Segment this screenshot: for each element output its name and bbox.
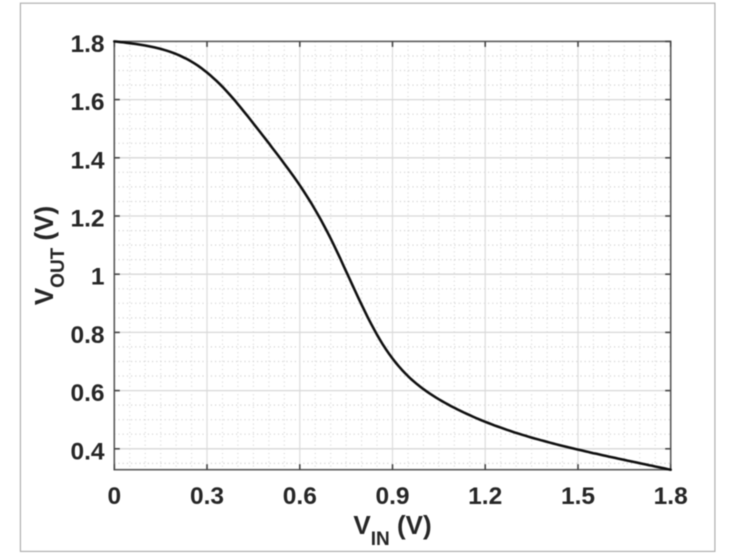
svg-text:1.4: 1.4 xyxy=(70,147,104,174)
svg-text:1.8: 1.8 xyxy=(654,483,688,510)
svg-text:1.6: 1.6 xyxy=(70,89,104,116)
svg-text:1.2: 1.2 xyxy=(468,483,502,510)
svg-text:0: 0 xyxy=(107,483,121,510)
svg-text:0.9: 0.9 xyxy=(375,483,409,510)
svg-text:0.8: 0.8 xyxy=(70,322,104,349)
svg-text:0.6: 0.6 xyxy=(283,483,317,510)
svg-text:1.2: 1.2 xyxy=(70,206,104,233)
svg-text:1.8: 1.8 xyxy=(70,31,104,58)
svg-text:1.5: 1.5 xyxy=(561,483,595,510)
svg-text:0.3: 0.3 xyxy=(190,483,224,510)
svg-text:1: 1 xyxy=(91,264,105,291)
svg-text:0.6: 0.6 xyxy=(70,380,104,407)
svg-text:0.4: 0.4 xyxy=(70,438,104,465)
